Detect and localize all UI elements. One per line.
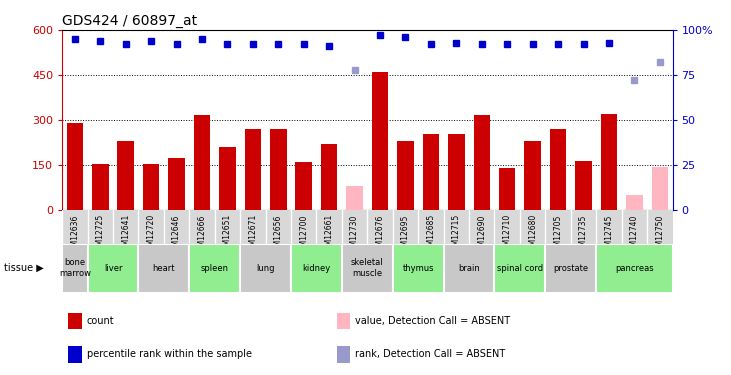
Text: liver: liver xyxy=(104,264,122,273)
Bar xyxy=(62,210,673,292)
Bar xyxy=(194,116,211,210)
Bar xyxy=(143,164,159,210)
Bar xyxy=(651,166,668,210)
Bar xyxy=(372,72,388,210)
Text: value, Detection Call = ABSENT: value, Detection Call = ABSENT xyxy=(355,316,510,326)
Text: GSM12695: GSM12695 xyxy=(401,214,410,255)
Text: GSM12725: GSM12725 xyxy=(96,214,105,255)
Bar xyxy=(245,129,261,210)
Bar xyxy=(596,244,673,292)
Text: brain: brain xyxy=(458,264,480,273)
Text: spleen: spleen xyxy=(201,264,229,273)
Bar xyxy=(337,346,350,363)
Bar xyxy=(321,144,338,210)
Text: skeletal
muscle: skeletal muscle xyxy=(351,258,384,278)
Text: percentile rank within the sample: percentile rank within the sample xyxy=(86,350,251,359)
Text: GSM12641: GSM12641 xyxy=(121,214,130,255)
Text: count: count xyxy=(86,316,114,326)
Bar xyxy=(67,123,83,210)
Bar xyxy=(240,244,291,292)
Bar xyxy=(494,244,545,292)
Text: prostate: prostate xyxy=(553,264,588,273)
Text: bone
marrow: bone marrow xyxy=(59,258,91,278)
Text: GSM12735: GSM12735 xyxy=(579,214,588,255)
Text: GSM12720: GSM12720 xyxy=(147,214,156,255)
Bar xyxy=(499,168,515,210)
Bar xyxy=(601,114,617,210)
Text: pancreas: pancreas xyxy=(615,264,654,273)
Text: GSM12740: GSM12740 xyxy=(630,214,639,255)
Text: GSM12690: GSM12690 xyxy=(477,214,486,255)
Bar xyxy=(295,162,312,210)
Bar xyxy=(444,244,494,292)
Text: GSM12646: GSM12646 xyxy=(172,214,181,255)
Text: GSM12636: GSM12636 xyxy=(70,214,80,255)
Text: GSM12750: GSM12750 xyxy=(655,214,664,255)
Bar xyxy=(68,346,82,363)
Bar xyxy=(337,312,350,329)
Bar xyxy=(138,244,189,292)
Bar xyxy=(118,141,134,210)
Text: GSM12685: GSM12685 xyxy=(426,214,436,255)
Bar xyxy=(88,244,138,292)
Bar xyxy=(474,116,490,210)
Text: lung: lung xyxy=(257,264,275,273)
Bar xyxy=(291,244,342,292)
Bar xyxy=(545,244,596,292)
Bar xyxy=(393,244,444,292)
Text: GSM12666: GSM12666 xyxy=(197,214,207,255)
Text: GSM12710: GSM12710 xyxy=(503,214,512,255)
Bar xyxy=(62,244,88,292)
Text: spinal cord: spinal cord xyxy=(497,264,543,273)
Bar xyxy=(626,195,643,210)
Text: GSM12705: GSM12705 xyxy=(553,214,563,255)
Bar xyxy=(448,134,465,210)
Bar xyxy=(423,134,439,210)
Text: kidney: kidney xyxy=(303,264,330,273)
Text: GSM12651: GSM12651 xyxy=(223,214,232,255)
Text: rank, Detection Call = ABSENT: rank, Detection Call = ABSENT xyxy=(355,350,505,359)
Text: GSM12680: GSM12680 xyxy=(528,214,537,255)
Text: heart: heart xyxy=(153,264,175,273)
Bar xyxy=(68,312,82,329)
Bar xyxy=(342,244,393,292)
Bar xyxy=(346,186,363,210)
Text: GSM12700: GSM12700 xyxy=(299,214,308,255)
Text: tissue ▶: tissue ▶ xyxy=(4,263,43,273)
Bar xyxy=(219,147,235,210)
Bar xyxy=(270,129,287,210)
Text: GSM12745: GSM12745 xyxy=(605,214,613,255)
Bar xyxy=(550,129,567,210)
Bar xyxy=(189,244,240,292)
Bar xyxy=(524,141,541,210)
Text: GSM12715: GSM12715 xyxy=(452,214,461,255)
Bar xyxy=(92,164,108,210)
Text: thymus: thymus xyxy=(403,264,434,273)
Bar xyxy=(397,141,414,210)
Text: GSM12730: GSM12730 xyxy=(350,214,359,255)
Text: GDS424 / 60897_at: GDS424 / 60897_at xyxy=(62,13,197,28)
Text: GSM12676: GSM12676 xyxy=(376,214,385,255)
Bar xyxy=(575,160,592,210)
Text: GSM12671: GSM12671 xyxy=(249,214,257,255)
Bar xyxy=(168,158,185,210)
Text: GSM12656: GSM12656 xyxy=(274,214,283,255)
Text: GSM12661: GSM12661 xyxy=(325,214,333,255)
